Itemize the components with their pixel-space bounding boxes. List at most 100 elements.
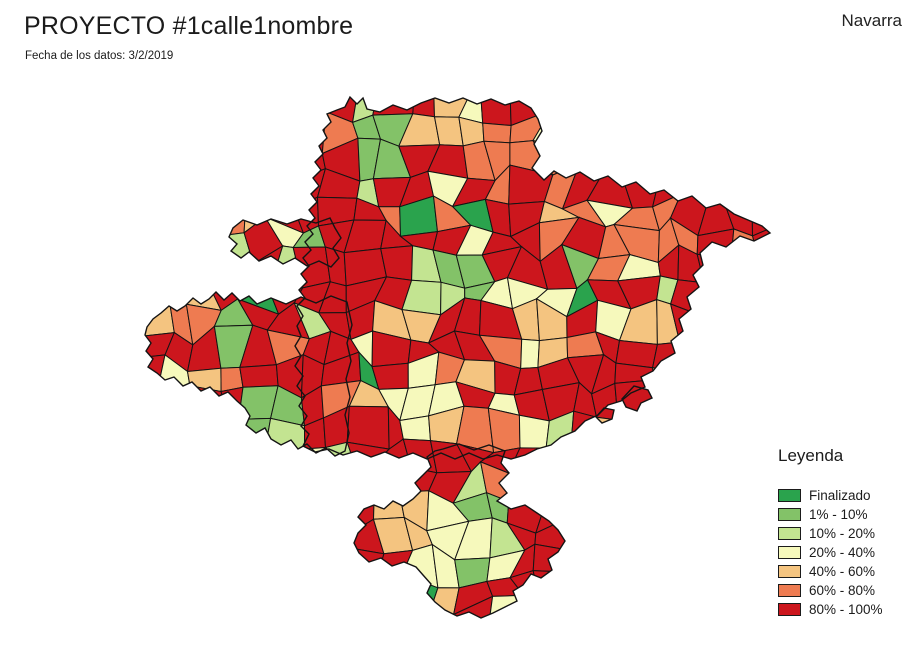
municipality-cell <box>222 569 250 611</box>
municipality-cell <box>751 163 770 200</box>
municipality-cell <box>183 196 215 238</box>
legend-swatch-p40_60 <box>778 564 801 578</box>
legend-item-label: 10% - 20% <box>809 525 876 541</box>
municipality-cell <box>349 575 389 612</box>
municipality-cell <box>212 141 255 180</box>
municipality-cell <box>593 514 630 562</box>
municipality-cell <box>677 97 715 118</box>
municipality-cell <box>371 362 409 390</box>
municipality-cell <box>668 596 707 618</box>
municipality-cell <box>572 137 605 173</box>
municipality-cell <box>586 578 627 611</box>
municipality-cell <box>319 469 358 499</box>
municipality-cell <box>617 419 662 449</box>
municipality-cell <box>625 552 657 586</box>
municipality-cell <box>186 246 218 292</box>
municipality-cell <box>652 367 678 384</box>
municipality-cell <box>275 571 310 614</box>
municipality-cell <box>208 112 250 151</box>
municipality-cell <box>145 99 173 126</box>
legend-swatch-p20_40 <box>778 545 801 559</box>
municipality-cell <box>237 417 272 453</box>
municipality-cell <box>695 488 742 527</box>
municipality-cell <box>145 190 169 231</box>
legend-rows: Finalizado 1% - 10% 10% - 20% 20% - 40% 40% … <box>778 488 908 617</box>
municipality-cell <box>670 369 715 390</box>
municipality-cell <box>733 298 765 337</box>
municipality-cell <box>732 488 760 529</box>
region-outline <box>621 385 653 412</box>
municipality-cell <box>748 109 770 152</box>
municipality-cell <box>596 137 621 173</box>
municipality-cell <box>156 137 195 181</box>
municipality-cell <box>643 447 686 472</box>
region-outline <box>595 407 615 424</box>
municipality-cell <box>182 543 230 586</box>
municipality-cell <box>145 123 163 152</box>
municipality-cell <box>619 141 660 180</box>
municipality-cell <box>673 470 716 497</box>
municipality-cell <box>155 193 190 231</box>
municipality-cell <box>640 495 687 520</box>
municipality-cell <box>160 410 199 442</box>
municipality-cell <box>678 408 712 451</box>
municipality-cell <box>652 97 687 130</box>
municipality-cell <box>239 519 268 549</box>
municipality-cell <box>722 330 765 369</box>
municipality-cell <box>685 114 706 152</box>
municipality-cell <box>293 611 326 618</box>
municipality-cell <box>145 354 166 389</box>
municipality-cell <box>670 576 714 613</box>
legend-item-label: 1% - 10% <box>809 506 868 522</box>
municipality-cell <box>594 548 630 586</box>
municipality-cell <box>615 576 659 612</box>
municipality-cell <box>591 433 625 476</box>
municipality-cell <box>565 433 598 476</box>
municipality-cell <box>709 177 730 200</box>
municipality-cell <box>520 338 540 370</box>
municipality-cell <box>145 486 166 526</box>
municipality-cell <box>728 150 759 179</box>
municipality-cell <box>242 489 280 521</box>
municipality-cell <box>532 543 573 573</box>
municipality-cell <box>725 97 770 127</box>
municipality-cell <box>694 471 735 492</box>
municipality-cell <box>587 114 633 147</box>
municipality-cell <box>649 595 672 618</box>
municipality-cell <box>145 140 163 182</box>
legend-item: Finalizado <box>778 488 908 503</box>
municipality-cell <box>154 249 189 284</box>
municipality-cell <box>698 519 743 562</box>
municipality-cell <box>703 282 737 319</box>
municipality-cell <box>561 571 597 616</box>
municipality-cell <box>721 549 754 586</box>
legend: Leyenda Finalizado 1% - 10% 10% - 20% 20% -… <box>778 446 908 617</box>
municipality-cell <box>161 280 189 305</box>
municipality-cell <box>707 387 737 410</box>
municipality-cell <box>145 576 164 613</box>
municipality-cell <box>217 606 256 618</box>
municipality-cell <box>738 597 761 618</box>
municipality-cell <box>707 330 735 372</box>
municipality-cell <box>296 464 329 498</box>
data-date-label: Fecha de los datos: 3/2/2019 <box>25 50 174 62</box>
municipality-cell <box>264 97 309 124</box>
legend-item-label: 20% - 40% <box>809 544 876 560</box>
municipality-cell <box>189 517 223 550</box>
legend-item-label: 60% - 80% <box>809 582 876 598</box>
municipality-cell <box>673 437 715 476</box>
municipality-cell <box>588 97 633 120</box>
municipality-cell <box>754 275 770 317</box>
municipality-cell <box>145 282 171 312</box>
municipality-cell <box>240 543 277 574</box>
municipality-cell <box>245 177 279 207</box>
municipality-cell <box>722 360 770 394</box>
municipality-cell <box>208 543 245 586</box>
municipality-cell <box>211 196 247 238</box>
municipality-cell <box>560 114 599 149</box>
municipality-cell <box>276 607 308 618</box>
region-label: Navarra <box>841 11 902 30</box>
municipality-cell <box>186 223 218 255</box>
municipality-cell <box>145 171 169 195</box>
municipality-cell <box>642 470 681 503</box>
